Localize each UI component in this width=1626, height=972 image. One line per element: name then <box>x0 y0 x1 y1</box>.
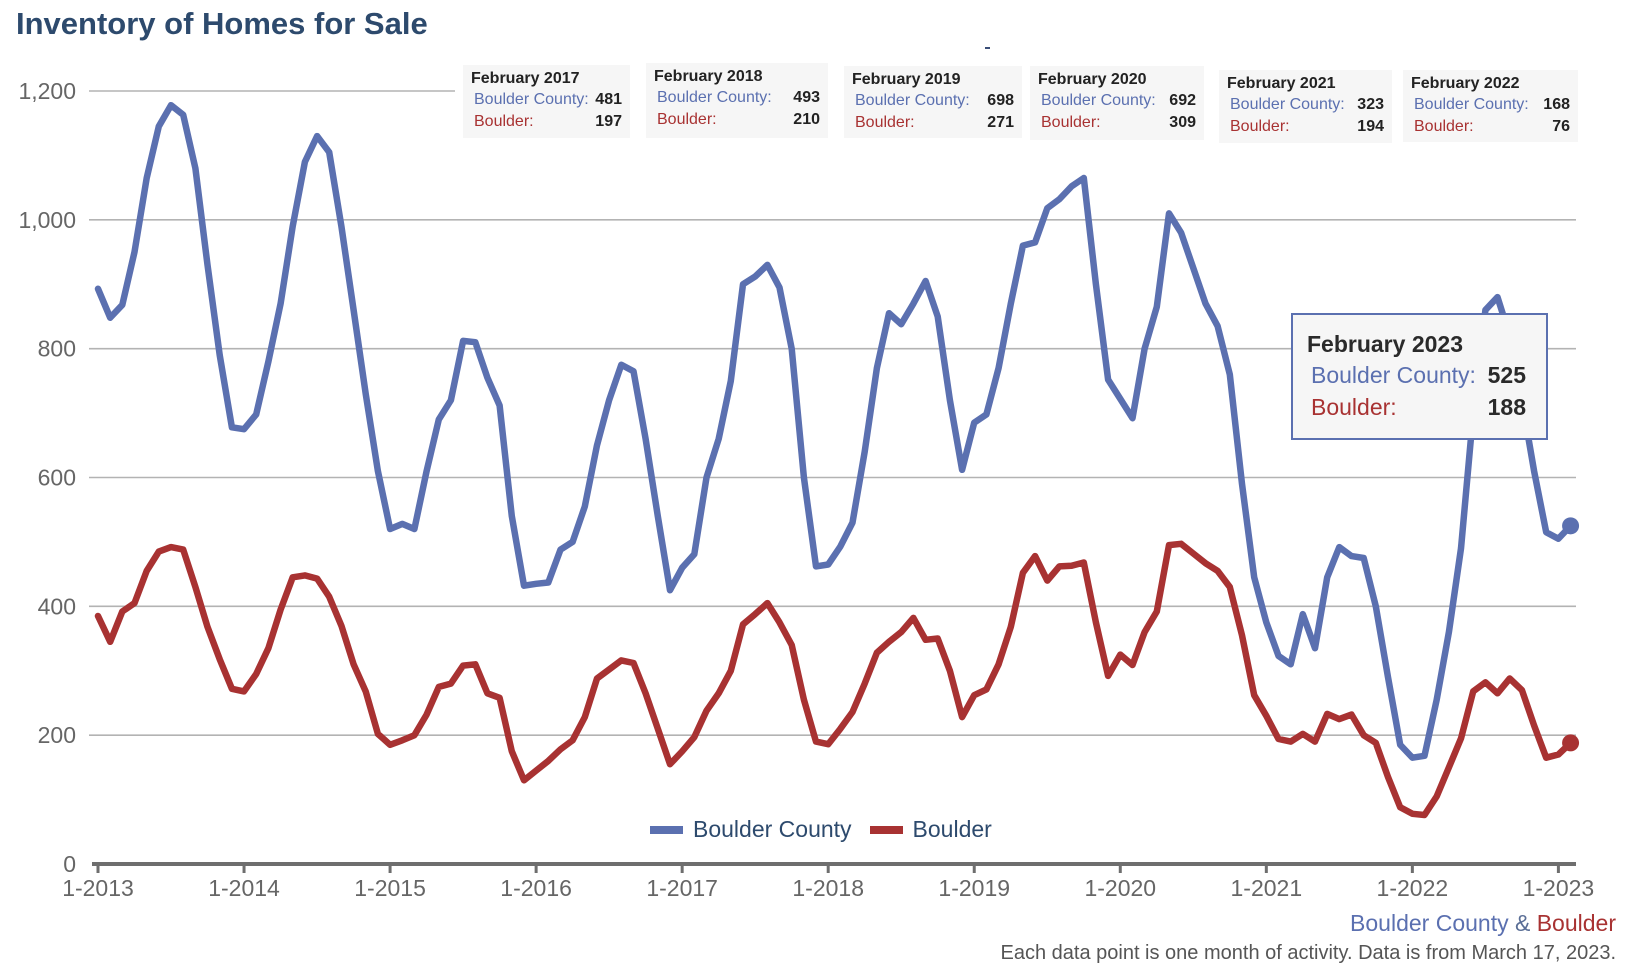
annotation-county-value: 493 <box>793 89 820 106</box>
y-tick-label: 400 <box>38 593 76 619</box>
annotation-title: February 2021 <box>1227 75 1336 92</box>
x-tick-label: 1-2014 <box>208 875 280 901</box>
chart-title: Inventory of Homes for Sale <box>16 6 428 41</box>
annotation-county-label: Boulder County: <box>474 91 589 108</box>
x-tick-label: 1-2015 <box>354 875 426 901</box>
highlight-point-boulder-county <box>1562 517 1580 535</box>
x-tick-label: 1-2016 <box>500 875 572 901</box>
annotation-title: February 2018 <box>654 68 763 85</box>
series-line-boulder-county <box>94 101 1574 761</box>
tooltip-city-label: Boulder: <box>1311 394 1397 420</box>
series-lines <box>94 101 1574 819</box>
x-tick-label: 1-2017 <box>646 875 718 901</box>
tooltip-county-value: 525 <box>1487 362 1526 388</box>
source-regions: Boulder County & Boulder <box>1350 910 1616 937</box>
annotation-box-2019: February 2019 Boulder County: 698 Boulder… <box>844 66 1022 138</box>
annotation-county-value: 481 <box>595 91 622 108</box>
source-county: Boulder County <box>1350 910 1509 936</box>
annotation-city-label: Boulder: <box>1230 118 1290 135</box>
annotation-county-value: 698 <box>987 92 1014 109</box>
x-tick-label: 1-2013 <box>62 875 134 901</box>
x-tick-label: 1-2020 <box>1084 875 1156 901</box>
annotation-county-label: Boulder County: <box>657 89 772 106</box>
annotation-title: February 2020 <box>1038 71 1147 88</box>
annotation-county-value: 692 <box>1169 92 1196 109</box>
legend-swatch-boulder <box>869 825 903 834</box>
annotation-city-label: Boulder: <box>657 111 717 128</box>
footnote: Each data point is one month of activity… <box>1000 942 1617 964</box>
annotation-county-label: Boulder County: <box>855 92 970 109</box>
annotation-city-value: 76 <box>1552 118 1570 135</box>
highlight-points <box>1562 517 1580 752</box>
y-tick-label: 200 <box>38 722 76 748</box>
y-tick-label: 1,200 <box>18 78 76 104</box>
annotation-city-value: 197 <box>595 113 622 130</box>
annotation-county-label: Boulder County: <box>1041 92 1156 109</box>
x-tick-label: 1-2023 <box>1523 875 1595 901</box>
legend-item-boulder[interactable]: Boulder <box>869 816 992 843</box>
x-tick-label: 1-2019 <box>938 875 1010 901</box>
annotation-city-label: Boulder: <box>855 114 915 131</box>
annotation-city-label: Boulder: <box>1041 114 1101 131</box>
hover-tooltip: February 2023 Boulder County: 525 Boulder… <box>1291 313 1548 440</box>
annotation-city-value: 194 <box>1357 118 1384 135</box>
annotation-county-label: Boulder County: <box>1414 96 1529 113</box>
decorative-dash <box>985 47 990 49</box>
y-tick-label: 1,000 <box>18 207 76 233</box>
annotation-city-label: Boulder: <box>1414 118 1474 135</box>
x-tick-label: 1-2021 <box>1231 875 1303 901</box>
gridlines <box>89 90 1576 736</box>
source-city: Boulder <box>1536 910 1616 936</box>
annotation-title: February 2017 <box>471 70 580 87</box>
annotation-box-2021: February 2021 Boulder County: 323 Boulder… <box>1219 70 1392 143</box>
annotation-title: February 2022 <box>1411 75 1520 92</box>
tooltip-county-label: Boulder County: <box>1311 362 1476 388</box>
y-axis-ticks: 0 200 400 600 800 1,000 1,200 <box>18 78 76 877</box>
y-tick-label: 600 <box>38 465 76 491</box>
legend-item-boulder-county[interactable]: Boulder County <box>650 816 852 843</box>
y-tick-label: 800 <box>38 336 76 362</box>
annotation-city-value: 210 <box>793 111 820 128</box>
annotation-box-2020: February 2020 Boulder County: 692 Boulder… <box>1030 66 1204 140</box>
y-tick-label: 0 <box>63 851 76 877</box>
annotation-city-label: Boulder: <box>474 113 534 130</box>
annotation-city-value: 309 <box>1169 114 1196 131</box>
source-ampersand: & <box>1514 910 1531 936</box>
annotation-box-2017: February 2017 Boulder County: 481 Boulder… <box>463 65 630 138</box>
annotation-box-2018: February 2018 Boulder County: 493 Boulder… <box>646 63 828 138</box>
chart-legend: Boulder County Boulder <box>650 816 1010 843</box>
legend-swatch-boulder-county <box>650 825 683 834</box>
legend-label: Boulder <box>912 816 992 842</box>
tooltip-city-value: 188 <box>1487 394 1526 420</box>
x-tick-label: 1-2018 <box>792 875 864 901</box>
annotation-city-value: 271 <box>987 114 1014 131</box>
annotation-county-label: Boulder County: <box>1230 96 1345 113</box>
annotation-county-value: 168 <box>1543 96 1570 113</box>
annotation-county-value: 323 <box>1357 96 1384 113</box>
highlight-point-boulder <box>1562 734 1580 752</box>
series-line-boulder <box>94 540 1574 819</box>
legend-label: Boulder County <box>693 816 852 842</box>
annotation-box-2022: February 2022 Boulder County: 168 Boulder… <box>1403 70 1578 142</box>
annotation-title: February 2019 <box>852 71 961 88</box>
x-tick-label: 1-2022 <box>1377 875 1449 901</box>
tooltip-title: February 2023 <box>1307 331 1463 357</box>
x-axis: 1-2013 1-2014 1-2015 1-2016 1-2017 1-2018 1-20… <box>62 862 1595 901</box>
